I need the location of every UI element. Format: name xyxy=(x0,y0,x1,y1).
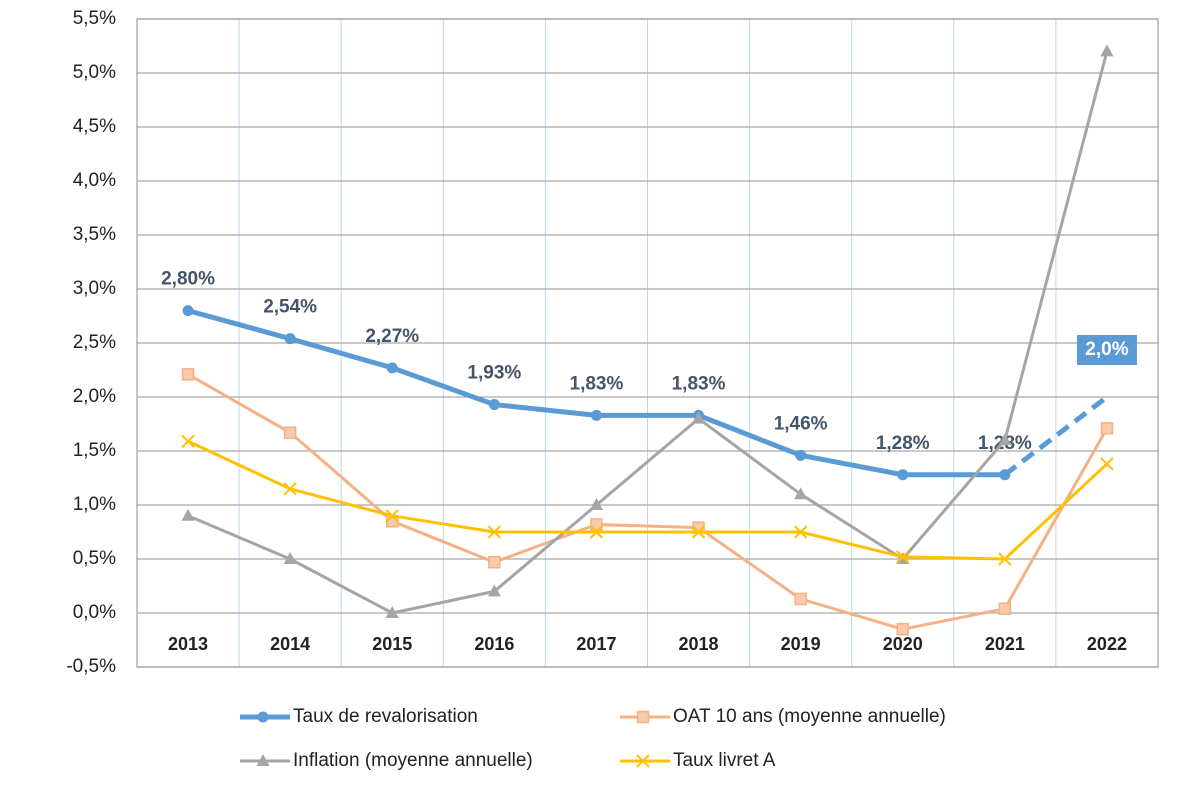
data-label: 2,54% xyxy=(263,297,317,318)
legend-marker xyxy=(636,710,650,724)
point xyxy=(283,482,297,496)
point xyxy=(488,555,501,569)
y-tick-label: 5,0% xyxy=(73,62,116,83)
y-tick-label: 2,5% xyxy=(73,332,116,353)
point xyxy=(283,426,297,439)
point xyxy=(691,525,706,539)
series-line xyxy=(187,373,1109,631)
legend-marker xyxy=(257,711,269,723)
point xyxy=(488,399,500,411)
y-tick-label: 4,0% xyxy=(73,170,116,191)
point xyxy=(590,518,603,531)
point xyxy=(794,487,808,500)
legend-label: Taux livret A xyxy=(673,750,776,771)
series-line xyxy=(187,439,1108,561)
point xyxy=(283,552,297,564)
plot-frame xyxy=(136,18,1159,668)
x-tick-label: 2021 xyxy=(985,634,1025,654)
data-label: 2,0% xyxy=(1085,339,1128,360)
label-box xyxy=(1076,335,1137,365)
point xyxy=(487,584,501,597)
y-tick-label: 3,0% xyxy=(73,278,116,299)
y-tick-label: 0,5% xyxy=(73,548,116,569)
series-line xyxy=(187,51,1109,615)
x-tick-label: 2013 xyxy=(168,634,208,654)
x-tick-label: 2022 xyxy=(1087,634,1127,654)
point xyxy=(1100,44,1114,57)
legend-marker xyxy=(256,754,270,766)
x-tick-label: 2015 xyxy=(372,634,412,654)
data-label: 1,46% xyxy=(774,413,828,434)
x-tick-label: 2016 xyxy=(474,634,514,654)
point xyxy=(590,409,602,421)
point xyxy=(998,433,1012,446)
point xyxy=(182,305,194,317)
x-tick-label: 2020 xyxy=(883,634,923,654)
point xyxy=(1100,457,1114,471)
legend-marker xyxy=(636,754,650,768)
point xyxy=(386,362,398,374)
x-tick-label: 2014 xyxy=(270,634,310,654)
data-label: 1,83% xyxy=(672,373,726,394)
x-tick-label: 2018 xyxy=(679,634,719,654)
point xyxy=(385,606,399,618)
point xyxy=(896,550,910,564)
legend-label: OAT 10 ans (moyenne annuelle) xyxy=(673,706,946,727)
y-tick-label: 3,5% xyxy=(73,224,116,245)
point xyxy=(999,469,1011,481)
legend-label: Inflation (moyenne annuelle) xyxy=(293,750,533,771)
point xyxy=(589,498,603,510)
point xyxy=(998,602,1012,615)
x-tick-label: 2017 xyxy=(576,634,616,654)
x-tick-label: 2019 xyxy=(781,634,821,654)
point xyxy=(795,449,807,461)
y-tick-label: 5,5% xyxy=(73,8,116,29)
y-tick-label: 0,0% xyxy=(73,602,116,623)
data-label: 2,80% xyxy=(161,269,215,290)
y-tick-label: 1,5% xyxy=(73,440,116,461)
legend-label: Taux de revalorisation xyxy=(293,706,478,727)
point xyxy=(1100,422,1114,435)
data-label: 1,93% xyxy=(467,363,521,384)
point xyxy=(897,469,909,481)
data-label: 2,27% xyxy=(365,326,419,347)
point xyxy=(284,333,296,345)
point xyxy=(896,622,909,636)
point xyxy=(487,525,502,539)
point xyxy=(793,525,808,539)
point xyxy=(589,525,604,539)
point xyxy=(794,592,807,606)
y-tick-label: 1,0% xyxy=(73,494,116,515)
point xyxy=(998,552,1012,566)
point xyxy=(385,509,399,523)
point xyxy=(181,434,195,448)
data-label: 1,28% xyxy=(876,433,930,454)
point xyxy=(181,508,195,521)
point xyxy=(692,411,706,424)
y-tick-label: 2,0% xyxy=(73,386,116,407)
data-label: 1,83% xyxy=(570,373,624,394)
point xyxy=(181,368,195,381)
y-tick-label: 4,5% xyxy=(73,116,116,137)
y-tick-label: -0,5% xyxy=(66,656,116,677)
